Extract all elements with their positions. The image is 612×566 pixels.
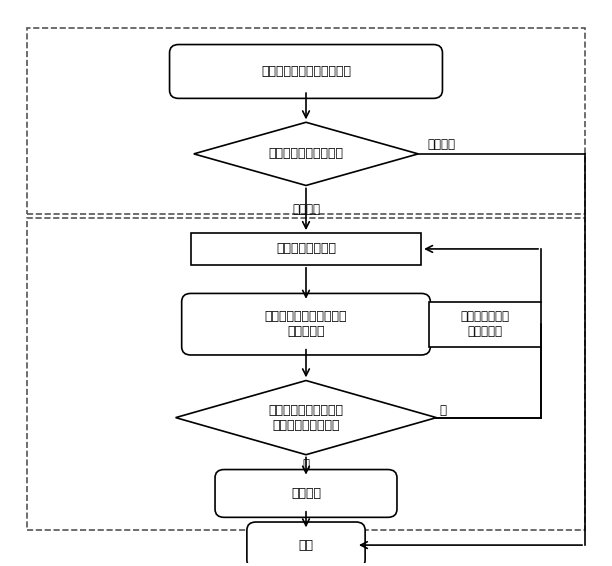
FancyBboxPatch shape [247,522,365,566]
FancyBboxPatch shape [170,45,442,98]
Text: 是: 是 [302,458,310,471]
Text: 判断当前路网交通效率: 判断当前路网交通效率 [269,147,343,160]
Text: 否: 否 [439,404,446,417]
Bar [27,28,585,215]
Text: 迭代学习控制调
整绿灯时间: 迭代学习控制调 整绿灯时间 [460,310,509,338]
Bar [27,218,585,530]
Text: 停止迭代: 停止迭代 [291,487,321,500]
FancyBboxPatch shape [182,293,430,355]
Text: 交叉口两相位对应道路
的车辆密度是否相等: 交叉口两相位对应道路 的车辆密度是否相等 [269,404,343,432]
Text: 结束: 结束 [299,539,313,552]
Bar [429,302,541,347]
Polygon shape [194,122,418,186]
Bar [191,233,421,265]
FancyBboxPatch shape [215,470,397,517]
Text: 效率较高: 效率较高 [427,138,455,151]
Polygon shape [176,380,436,454]
Text: 进行迭代学习控制: 进行迭代学习控制 [276,242,336,255]
Text: 效率较低: 效率较低 [292,203,320,216]
Text: 绘制研究路网的宏观基本图: 绘制研究路网的宏观基本图 [261,65,351,78]
Text: 通过传感器与计算获取路
网相关数据: 通过传感器与计算获取路 网相关数据 [265,310,347,338]
